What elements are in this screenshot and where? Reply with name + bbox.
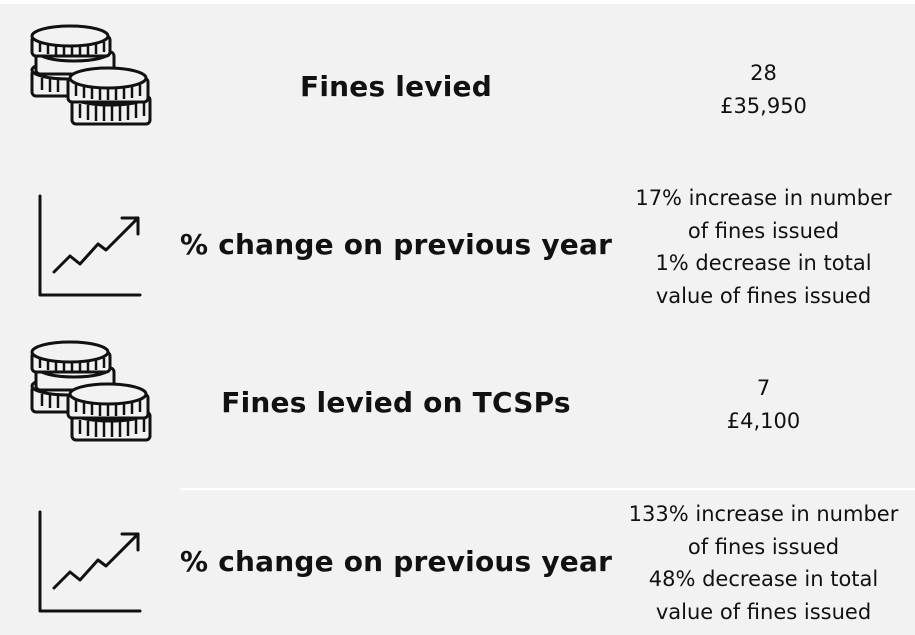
value-line: value of fines issued	[655, 283, 872, 308]
row-value: 133% increase in number of fines issued …	[612, 498, 915, 628]
infographic-panel	[0, 4, 915, 488]
value-line: £35,950	[720, 93, 807, 118]
row-label: Fines levied	[300, 70, 492, 103]
row-value: 28 £35,950	[612, 57, 915, 122]
row-label: Fines levied on TCSPs	[221, 386, 571, 419]
value-line: 7	[756, 376, 771, 400]
row-value: 17% increase in number of fines issued 1…	[612, 182, 915, 312]
value-line: £4,100	[726, 408, 801, 433]
trend-up-chart-icon	[38, 194, 142, 297]
value-line: 1% decrease in total	[655, 251, 872, 275]
row-label: % change on previous year	[180, 545, 613, 578]
coins-icon	[30, 340, 152, 442]
value-line: of fines issued	[687, 218, 840, 243]
infographic-panel-bottom-right	[180, 490, 915, 635]
value-line: value of fines issued	[655, 599, 872, 624]
coins-icon	[30, 24, 152, 126]
value-line: 17% increase in number	[635, 186, 892, 210]
value-line: 48% decrease in total	[648, 567, 879, 591]
row-label: % change on previous year	[180, 228, 613, 261]
row-value: 7 £4,100	[612, 372, 915, 437]
value-line: 133% increase in number	[628, 502, 899, 526]
value-line: 28	[750, 61, 777, 85]
trend-up-chart-icon	[38, 510, 142, 613]
value-line: of fines issued	[687, 534, 840, 559]
